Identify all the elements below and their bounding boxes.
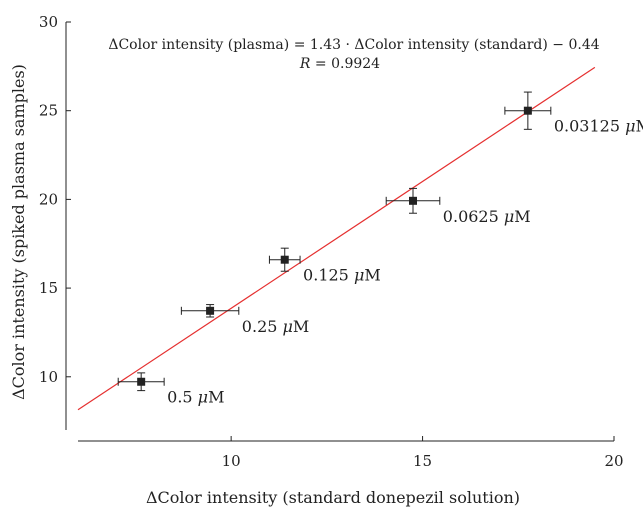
y-axis-ticks: 10 15 20 25 30 (39, 13, 71, 386)
data-point (117, 372, 165, 392)
point-label: 0.03125 μM (554, 117, 643, 136)
r-value-text: R = 0.9924 (299, 56, 380, 72)
square-marker (137, 377, 146, 386)
equation-text: ΔColor intensity (plasma) = 1.43 · ΔColo… (108, 37, 599, 53)
point-label: 0.5 μM (167, 388, 224, 407)
square-marker (206, 306, 215, 315)
y-tick-label: 20 (39, 190, 58, 208)
r-value: = 0.9924 (310, 56, 380, 72)
point-label: 0.125 μM (303, 266, 381, 285)
data-point (504, 91, 552, 130)
y-tick-label: 30 (39, 13, 58, 31)
square-marker (409, 196, 417, 205)
data-point (268, 247, 301, 272)
r-label: R (299, 56, 311, 72)
x-tick-label: 15 (413, 452, 432, 470)
y-tick-label: 10 (39, 368, 58, 386)
point-label: 0.25 μM (242, 317, 310, 336)
x-tick-label: 10 (222, 452, 241, 470)
point-labels: 0.5 μM 0.25 μM 0.125 μM 0.0625 μM 0.03125 μM (167, 117, 643, 407)
x-axis-ticks: 10 15 20 (222, 436, 624, 470)
square-marker (280, 255, 289, 264)
x-tick-label: 20 (604, 452, 623, 470)
x-axis-title: ΔColor intensity (standard donepezil sol… (146, 488, 520, 507)
data-points (117, 91, 552, 392)
data-point (385, 187, 441, 214)
data-point (180, 304, 240, 318)
regression-line (77, 66, 596, 411)
square-marker (523, 106, 532, 115)
point-label: 0.0625 μM (443, 207, 531, 226)
y-tick-label: 15 (39, 279, 58, 297)
y-axis-title: ΔColor intensity (spiked plasma samples) (9, 64, 28, 400)
y-tick-label: 25 (39, 102, 58, 120)
